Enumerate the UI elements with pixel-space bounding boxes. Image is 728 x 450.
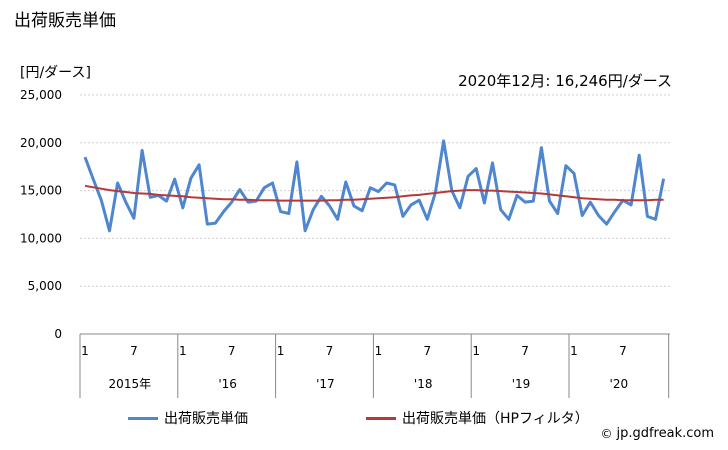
x-tick-label: 1: [375, 344, 383, 358]
year-label: '17: [316, 377, 335, 391]
legend-label: 出荷販売単価（HPフィルタ）: [402, 411, 589, 427]
legend-swatch: [366, 416, 396, 420]
x-tick-label: 7: [521, 344, 529, 358]
y-axis-unit-label: [円/ダース]: [20, 65, 91, 81]
x-tick-label: 7: [130, 344, 138, 358]
legend-swatch: [128, 416, 158, 420]
source-credit-text: jp.gdfreak.com: [616, 426, 714, 441]
plot-area: [83, 139, 666, 233]
x-tick-label: 1: [570, 344, 578, 358]
y-axis: 0 5,000 10,000 15,000 20,000 25,000: [20, 88, 62, 341]
series-line-1: [83, 139, 666, 233]
y-tick-label: 5,000: [28, 279, 62, 293]
y-tick-label: 25,000: [20, 88, 62, 102]
series-line-2: [84, 184, 664, 202]
y-tick-label: 0: [54, 327, 62, 341]
copyright-icon: ©: [600, 426, 613, 441]
x-tick-label: 7: [619, 344, 627, 358]
x-tick-label: 7: [228, 344, 236, 358]
x-tick-label: 1: [277, 344, 285, 358]
legend-item-series-1: 出荷販売単価: [128, 408, 248, 428]
x-tick-label: 1: [472, 344, 480, 358]
year-label: '19: [512, 377, 531, 391]
year-label: '16: [218, 377, 237, 391]
x-tick-label: 1: [179, 344, 187, 358]
legend-label: 出荷販売単価: [164, 411, 248, 427]
latest-value-note: 2020年12月: 16,246円/ダース: [458, 72, 672, 90]
y-tick-label: 20,000: [20, 136, 62, 150]
x-tick-label: 7: [326, 344, 334, 358]
year-label: '20: [610, 377, 629, 391]
year-label: 2015年: [109, 377, 152, 391]
y-tick-label: 10,000: [20, 231, 62, 245]
year-label: '18: [414, 377, 433, 391]
x-tick-label: 7: [423, 344, 431, 358]
y-tick-label: 15,000: [20, 184, 62, 198]
source-credit[interactable]: © jp.gdfreak.com: [600, 426, 714, 441]
x-tick-label: 1: [81, 344, 89, 358]
legend-item-series-2: 出荷販売単価（HPフィルタ）: [366, 408, 589, 428]
chart-title: 出荷販売単価: [14, 11, 116, 31]
x-axis: 1 7 1 7 1 7 1 7 1 7 1 7 2015年 '16 '17 '18 '19 '20: [79, 333, 670, 398]
